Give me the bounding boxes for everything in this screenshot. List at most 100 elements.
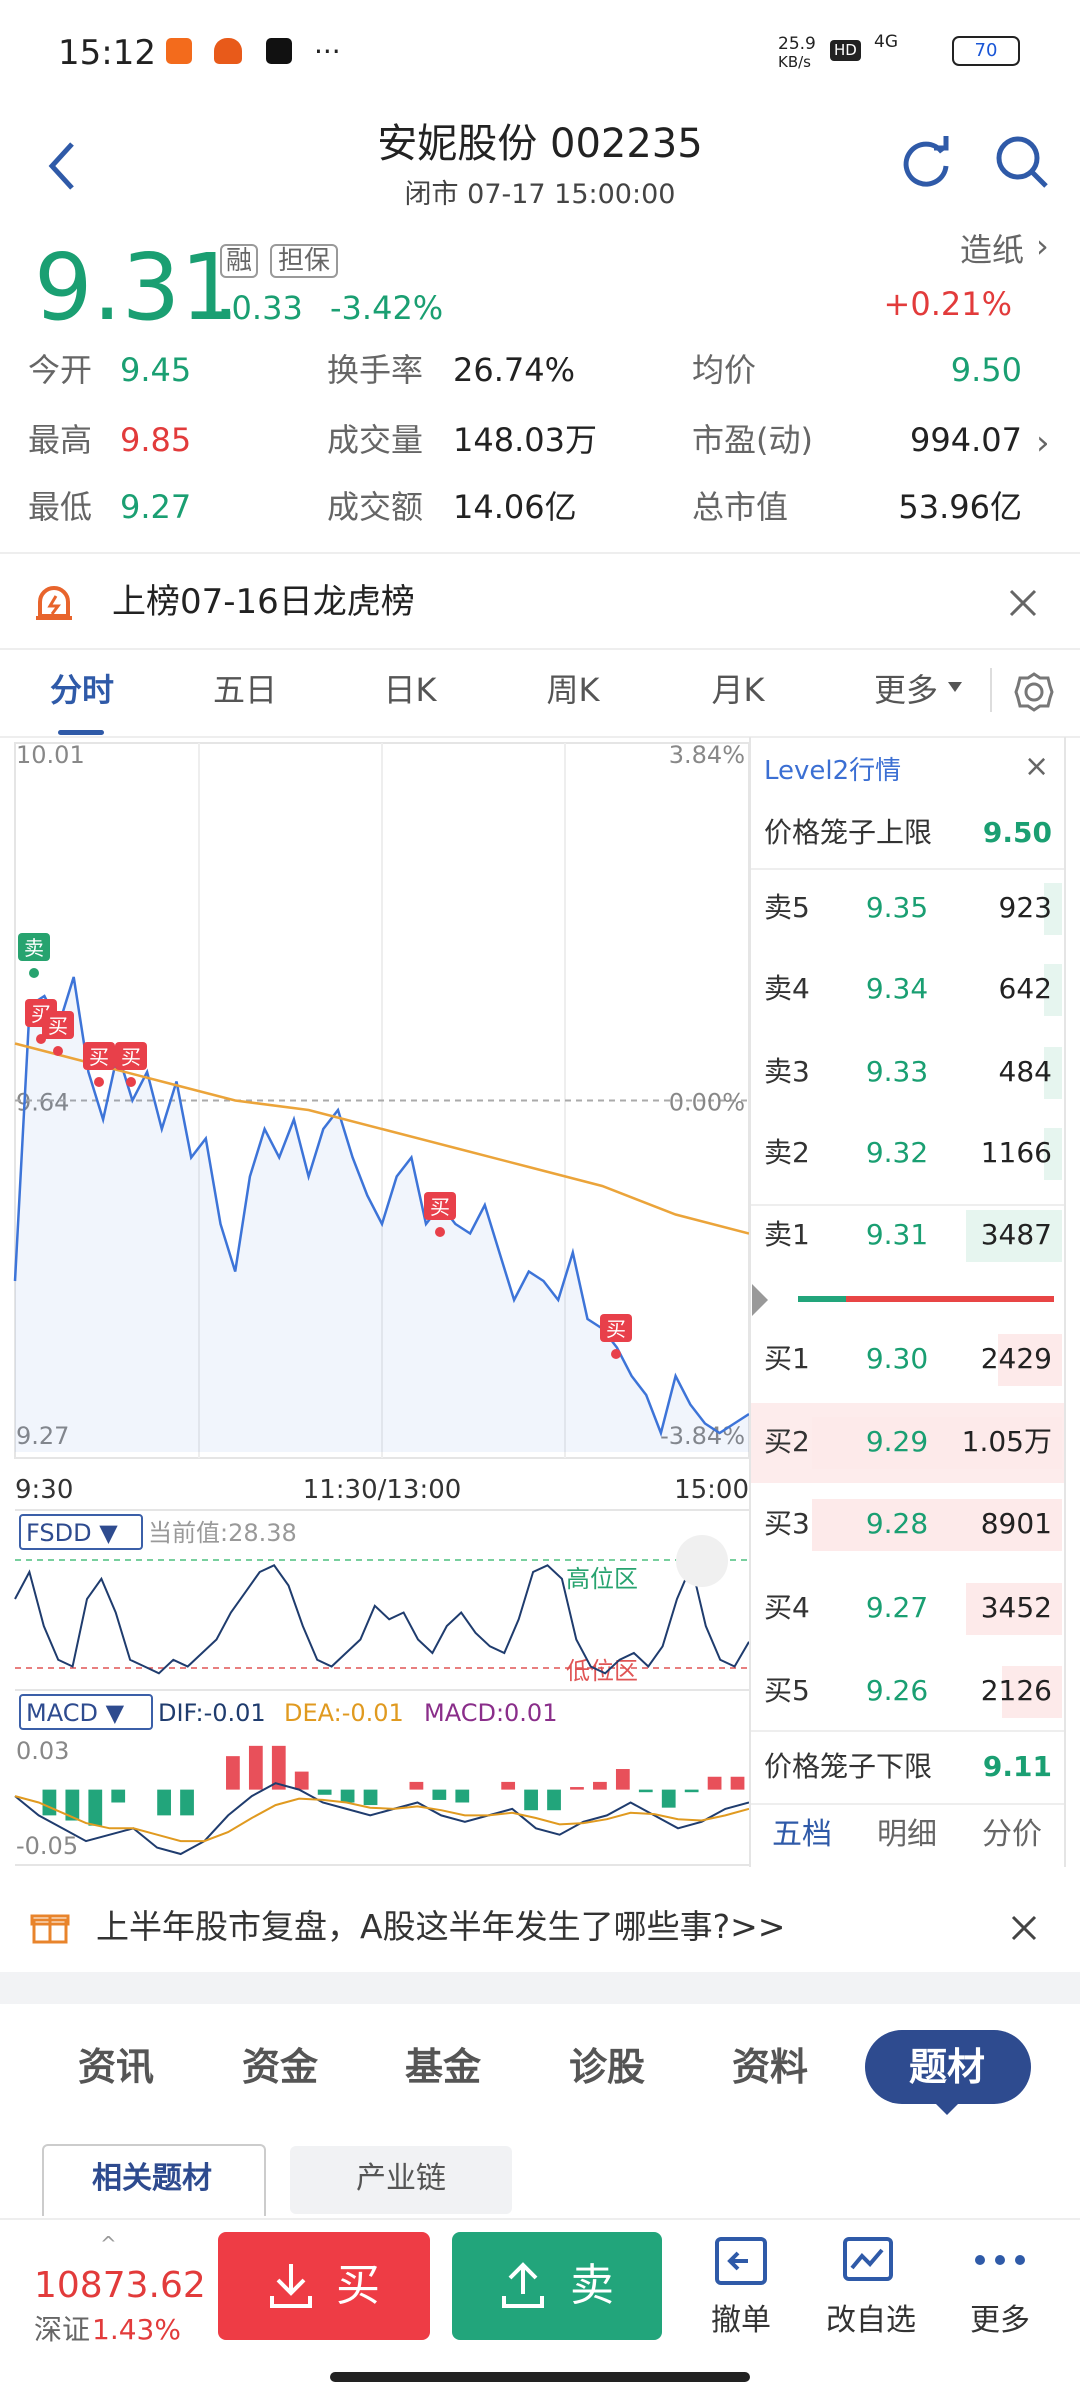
action-label[interactable]: 改自选 (826, 2303, 916, 2338)
battery: 70 (952, 36, 1020, 66)
stat-label: 总市值 (692, 488, 789, 526)
badge: 担保 (270, 244, 339, 278)
back-button[interactable] (42, 138, 82, 194)
level-volume: 642 (998, 972, 1052, 1005)
more-icon (975, 2255, 1025, 2265)
macd-bar (111, 1789, 126, 1803)
close-button[interactable] (1010, 1914, 1038, 1942)
section-tab[interactable]: 题材 (908, 2045, 986, 2089)
stat-value: 26.74% (453, 351, 576, 389)
section-tab[interactable]: 资料 (731, 2045, 809, 2089)
stat-value: 9.85 (120, 421, 192, 459)
panel-tab[interactable]: 五档 (772, 1817, 832, 1852)
index-value[interactable]: 10873.62 (34, 2265, 206, 2306)
cage-label: 价格笼子下限 (764, 1750, 933, 1783)
chart-tab[interactable]: 月K (711, 671, 765, 709)
subtab[interactable]: 产业链 (356, 2161, 446, 2196)
trade-dot (94, 1077, 104, 1087)
trade-mark-bg (600, 1314, 632, 1342)
indicator-name: MACD ▼ (26, 1699, 125, 1727)
trade-mark-bg (424, 1192, 456, 1220)
macd-bar (157, 1789, 171, 1816)
buy-label: 买 (336, 2260, 380, 2311)
level-volume: 2429 (980, 1342, 1052, 1375)
sell-button[interactable] (452, 2232, 662, 2340)
index-change: 1.43% (92, 2313, 181, 2346)
chart-tab[interactable]: 周K (546, 671, 600, 709)
level-volume: 1166 (980, 1136, 1052, 1169)
level-label: 卖1 (764, 1218, 810, 1251)
promo-text[interactable]: 上半年股市复盘，A股这半年发生了哪些事?>> (96, 1907, 786, 1946)
notice-text[interactable]: 上榜07-16日龙虎榜 (112, 582, 415, 622)
collapse-arrow[interactable] (752, 1284, 768, 1316)
macd-bar (661, 1789, 676, 1808)
level-label: 买3 (764, 1507, 810, 1540)
macd-bar (730, 1776, 745, 1790)
level-volume: 3452 (980, 1591, 1052, 1624)
volume-bg (812, 1499, 1062, 1551)
close-button[interactable] (1008, 588, 1038, 618)
level-price: 9.27 (865, 1591, 929, 1624)
section-tab[interactable]: 资讯 (77, 2045, 155, 2089)
close-button[interactable]: × (1024, 749, 1050, 784)
section-tab[interactable]: 诊股 (568, 2045, 646, 2089)
macd-bar (42, 1789, 57, 1816)
section-tab[interactable]: 基金 (404, 2045, 482, 2089)
macd-bar (271, 1745, 286, 1790)
stat-label: 市盈(动) (692, 421, 813, 459)
trade-dot (611, 1349, 621, 1359)
sector-name[interactable]: 造纸 (959, 231, 1024, 269)
divider (0, 552, 1080, 554)
level-price: 9.32 (865, 1136, 929, 1169)
trade-mark: 买 (430, 1195, 450, 1219)
action-label[interactable]: 更多 (970, 2303, 1030, 2338)
tab-pointer (934, 2102, 960, 2115)
net-type: 4G (874, 32, 898, 52)
action-label[interactable]: 撤单 (711, 2303, 771, 2338)
stat-value: 9.50 (950, 351, 1022, 389)
search-button[interactable] (994, 134, 1050, 190)
trade-mark-bg (18, 933, 50, 961)
indicator-select (19, 1694, 153, 1730)
macd-bar (570, 1787, 584, 1790)
macd-bar (501, 1781, 516, 1790)
caret: ^ (100, 2232, 117, 2256)
y-tick-label: 9.27 (16, 1422, 69, 1450)
macd-bar (615, 1769, 630, 1790)
chart-tab[interactable]: 更多 (873, 671, 939, 709)
settings-button[interactable] (1014, 672, 1054, 712)
refresh-button[interactable] (898, 134, 954, 190)
stock-subtitle: 闭市 07-17 15:00:00 (404, 179, 676, 210)
macd-bar (409, 1781, 424, 1790)
trade-mark: 买 (48, 1014, 68, 1038)
divider (749, 737, 751, 1867)
avg-line (14, 1042, 749, 1235)
trade-dot (126, 1077, 136, 1087)
x-tick-label: 15:00 (674, 1475, 749, 1505)
indicator-name: FSDD ▼ (26, 1519, 118, 1547)
level-price: 9.33 (865, 1055, 929, 1088)
macd-bar (593, 1781, 607, 1790)
section-tab[interactable]: 资金 (241, 2045, 319, 2089)
watchlist-icon (843, 2237, 893, 2281)
divider (751, 1204, 1064, 1206)
stat-label: 换手率 (327, 351, 424, 389)
chart-tab[interactable]: 五日 (212, 671, 278, 709)
buy-button[interactable] (218, 2232, 430, 2340)
sell-icon (502, 2262, 544, 2308)
panel-tab[interactable]: 明细 (877, 1817, 937, 1852)
stat-label: 成交额 (327, 488, 424, 526)
chart-tab[interactable]: 日K (383, 671, 437, 709)
subtab[interactable]: 相关题材 (92, 2161, 212, 2196)
level-label: 买4 (764, 1591, 810, 1624)
stat-label: 均价 (692, 351, 757, 389)
divider (751, 1803, 1064, 1805)
x-tick-label: 11:30/13:00 (303, 1475, 462, 1505)
trade-mark: 买 (121, 1045, 141, 1069)
panel-tab[interactable]: 分价 (982, 1817, 1042, 1852)
rotate-button[interactable] (676, 1535, 728, 1587)
chart-tab[interactable]: 分时 (49, 671, 115, 709)
level-price: 9.29 (865, 1425, 929, 1458)
stat-label: 今开 (28, 351, 93, 389)
level-price: 9.34 (865, 972, 929, 1005)
